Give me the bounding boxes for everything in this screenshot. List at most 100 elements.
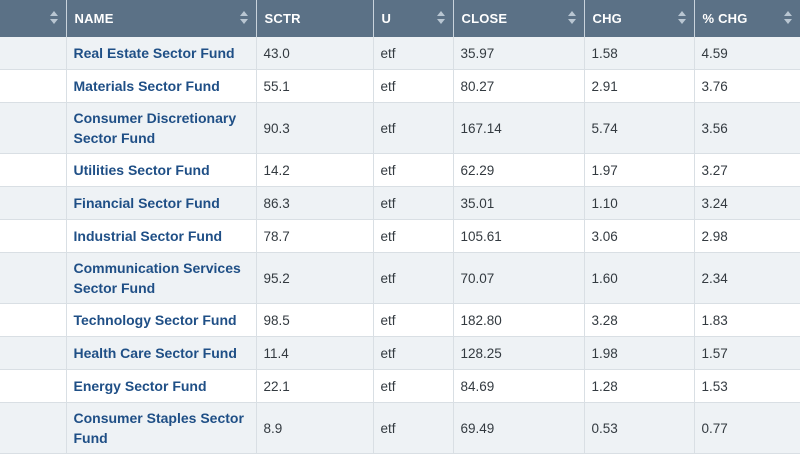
chg-cell: 2.91 <box>584 69 695 103</box>
table-header: NAME SCTR U CLOSE CHG % CHG <box>0 0 800 37</box>
name-cell: Utilities Sector Fund <box>66 153 257 187</box>
chg-cell: 1.97 <box>584 153 695 187</box>
row-select-cell[interactable] <box>0 37 67 70</box>
column-header-chg[interactable]: CHG <box>584 0 695 37</box>
pct-chg-cell: 3.24 <box>694 186 800 220</box>
column-header-sctr[interactable]: SCTR <box>256 0 374 37</box>
u-cell: etf <box>373 303 454 337</box>
u-cell: etf <box>373 102 454 154</box>
table-row: Technology Sector Fund 98.5 etf 182.80 3… <box>0 303 800 337</box>
column-header-select[interactable] <box>0 0 67 37</box>
row-select-cell[interactable] <box>0 402 67 454</box>
sctr-cell: 22.1 <box>256 369 374 403</box>
close-cell: 167.14 <box>453 102 585 154</box>
table-row: Consumer Discretionary Sector Fund 90.3 … <box>0 102 800 154</box>
fund-name-link[interactable]: Consumer Staples Sector Fund <box>73 410 244 446</box>
sort-icon <box>677 11 686 25</box>
name-cell: Real Estate Sector Fund <box>66 37 257 70</box>
sctr-cell: 95.2 <box>256 252 374 304</box>
pct-chg-cell: 3.56 <box>694 102 800 154</box>
table-row: Consumer Staples Sector Fund 8.9 etf 69.… <box>0 402 800 454</box>
row-select-cell[interactable] <box>0 336 67 370</box>
chg-cell: 1.28 <box>584 369 695 403</box>
u-cell: etf <box>373 219 454 253</box>
pct-chg-cell: 3.76 <box>694 69 800 103</box>
name-cell: Energy Sector Fund <box>66 369 257 403</box>
name-cell: Communication Services Sector Fund <box>66 252 257 304</box>
column-header-close[interactable]: CLOSE <box>453 0 585 37</box>
table-row: Materials Sector Fund 55.1 etf 80.27 2.9… <box>0 69 800 103</box>
sctr-cell: 14.2 <box>256 153 374 187</box>
pct-chg-cell: 4.59 <box>694 37 800 70</box>
table-row: Utilities Sector Fund 14.2 etf 62.29 1.9… <box>0 153 800 187</box>
pct-chg-cell: 1.53 <box>694 369 800 403</box>
row-select-cell[interactable] <box>0 219 67 253</box>
chg-cell: 1.10 <box>584 186 695 220</box>
fund-name-link[interactable]: Technology Sector Fund <box>73 312 237 328</box>
name-cell: Consumer Staples Sector Fund <box>66 402 257 454</box>
table-row: Industrial Sector Fund 78.7 etf 105.61 3… <box>0 219 800 253</box>
u-cell: etf <box>373 402 454 454</box>
close-cell: 35.97 <box>453 37 585 70</box>
chg-cell: 1.60 <box>584 252 695 304</box>
u-cell: etf <box>373 369 454 403</box>
name-cell: Materials Sector Fund <box>66 69 257 103</box>
close-cell: 182.80 <box>453 303 585 337</box>
row-select-cell[interactable] <box>0 186 67 220</box>
close-cell: 80.27 <box>453 69 585 103</box>
table-row: Financial Sector Fund 86.3 etf 35.01 1.1… <box>0 186 800 220</box>
chg-cell: 1.98 <box>584 336 695 370</box>
column-header-u[interactable]: U <box>373 0 454 37</box>
row-select-cell[interactable] <box>0 102 67 154</box>
table-body: Real Estate Sector Fund 43.0 etf 35.97 1… <box>0 37 800 454</box>
fund-name-link[interactable]: Financial Sector Fund <box>73 195 220 211</box>
fund-name-link[interactable]: Energy Sector Fund <box>73 378 207 394</box>
pct-chg-cell: 0.77 <box>694 402 800 454</box>
table-row: Real Estate Sector Fund 43.0 etf 35.97 1… <box>0 37 800 70</box>
row-select-cell[interactable] <box>0 303 67 337</box>
name-cell: Industrial Sector Fund <box>66 219 257 253</box>
sctr-cell: 98.5 <box>256 303 374 337</box>
u-cell: etf <box>373 153 454 187</box>
sort-icon <box>567 11 576 25</box>
sctr-cell: 55.1 <box>256 69 374 103</box>
pct-chg-cell: 2.34 <box>694 252 800 304</box>
fund-name-link[interactable]: Health Care Sector Fund <box>73 345 237 361</box>
row-select-cell[interactable] <box>0 69 67 103</box>
chg-cell: 1.58 <box>584 37 695 70</box>
u-cell: etf <box>373 252 454 304</box>
close-cell: 62.29 <box>453 153 585 187</box>
pct-chg-cell: 3.27 <box>694 153 800 187</box>
u-cell: etf <box>373 37 454 70</box>
sctr-cell: 86.3 <box>256 186 374 220</box>
close-cell: 35.01 <box>453 186 585 220</box>
sctr-cell: 78.7 <box>256 219 374 253</box>
fund-name-link[interactable]: Communication Services Sector Fund <box>73 260 241 296</box>
sort-icon <box>784 11 792 25</box>
close-cell: 69.49 <box>453 402 585 454</box>
sort-icon <box>239 11 248 25</box>
fund-name-link[interactable]: Materials Sector Fund <box>73 78 220 94</box>
row-select-cell[interactable] <box>0 369 67 403</box>
sctr-cell: 43.0 <box>256 37 374 70</box>
row-select-cell[interactable] <box>0 153 67 187</box>
close-cell: 105.61 <box>453 219 585 253</box>
sort-icon <box>49 11 58 25</box>
u-cell: etf <box>373 336 454 370</box>
fund-name-link[interactable]: Real Estate Sector Fund <box>73 45 235 61</box>
sort-icon <box>436 11 445 25</box>
column-header-name[interactable]: NAME <box>66 0 257 37</box>
table-row: Health Care Sector Fund 11.4 etf 128.25 … <box>0 336 800 370</box>
table-row: Communication Services Sector Fund 95.2 … <box>0 252 800 304</box>
fund-name-link[interactable]: Industrial Sector Fund <box>73 228 223 244</box>
fund-name-link[interactable]: Consumer Discretionary Sector Fund <box>73 110 237 146</box>
close-cell: 128.25 <box>453 336 585 370</box>
row-select-cell[interactable] <box>0 252 67 304</box>
fund-name-link[interactable]: Utilities Sector Fund <box>73 162 210 178</box>
pct-chg-cell: 1.83 <box>694 303 800 337</box>
u-cell: etf <box>373 69 454 103</box>
name-cell: Consumer Discretionary Sector Fund <box>66 102 257 154</box>
column-header-pct-chg[interactable]: % CHG <box>694 0 800 37</box>
chg-cell: 3.06 <box>584 219 695 253</box>
